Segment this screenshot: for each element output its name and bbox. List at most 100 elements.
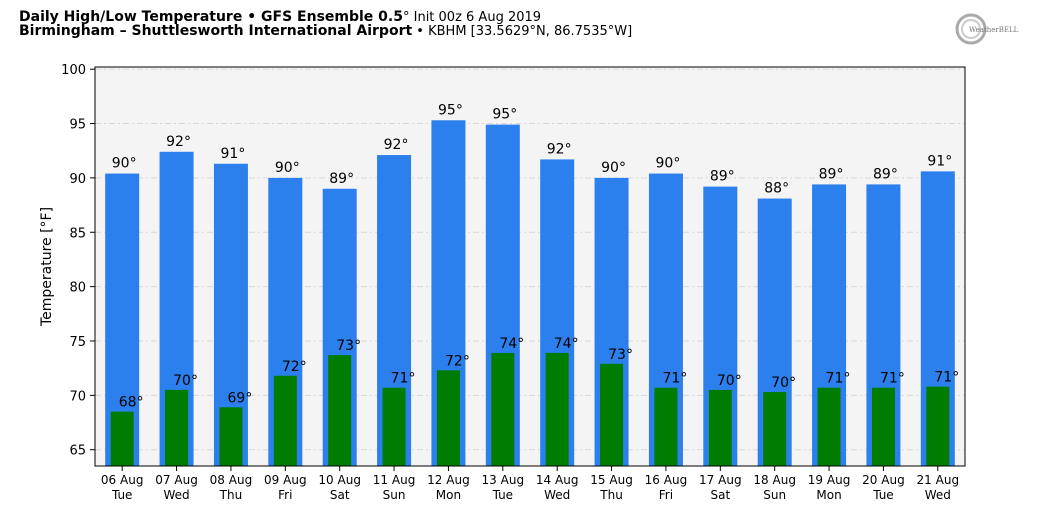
x-tick-label-date: 06 Aug bbox=[101, 473, 144, 487]
y-tick-label: 90 bbox=[69, 172, 86, 187]
high-label: 89° bbox=[329, 171, 354, 187]
low-bar bbox=[273, 375, 297, 466]
high-label: 90° bbox=[656, 156, 681, 172]
low-bar bbox=[763, 392, 787, 466]
svg-text:WeatherBELL: WeatherBELL bbox=[969, 26, 1019, 34]
x-tick-label-day: Thu bbox=[599, 488, 623, 502]
x-tick-label-day: Tue bbox=[492, 488, 514, 502]
x-tick-label-day: Mon bbox=[816, 488, 841, 502]
chart-subtitle: Birmingham – Shuttlesworth International… bbox=[19, 23, 632, 39]
low-label: 72° bbox=[282, 359, 307, 375]
low-bar bbox=[545, 352, 569, 466]
low-label: 74° bbox=[554, 336, 579, 352]
x-tick-label-date: 17 Aug bbox=[699, 473, 742, 487]
x-tick-label-day: Sat bbox=[710, 488, 730, 502]
high-label: 95° bbox=[492, 107, 517, 123]
low-bar bbox=[708, 389, 732, 466]
y-axis-label: Temperature [°F] bbox=[39, 207, 55, 327]
y-tick-label: 85 bbox=[69, 226, 86, 241]
weatherbell-logo: WeatherBELL bbox=[955, 13, 1019, 45]
x-tick-label-date: 21 Aug bbox=[917, 473, 960, 487]
x-tick-label-day: Sun bbox=[383, 488, 406, 502]
y-tick-label: 100 bbox=[61, 63, 86, 78]
low-label: 71° bbox=[826, 371, 851, 387]
x-tick-label-day: Wed bbox=[163, 488, 189, 502]
x-tick-label-date: 16 Aug bbox=[645, 473, 688, 487]
low-label: 71° bbox=[391, 371, 416, 387]
x-tick-label-date: 15 Aug bbox=[590, 473, 633, 487]
high-label: 92° bbox=[384, 137, 409, 153]
x-tick-label-day: Mon bbox=[436, 488, 461, 502]
low-label: 71° bbox=[663, 371, 688, 387]
x-tick-label-date: 13 Aug bbox=[482, 473, 525, 487]
high-label: 95° bbox=[438, 102, 463, 118]
low-label: 72° bbox=[445, 353, 470, 369]
chart-title: Daily High/Low Temperature • GFS Ensembl… bbox=[19, 9, 541, 25]
x-tick-label-day: Wed bbox=[544, 488, 570, 502]
low-bar bbox=[654, 387, 678, 466]
low-bar bbox=[110, 411, 134, 466]
title-init: ° Init 00z 6 Aug 2019 bbox=[402, 10, 542, 25]
x-tick-label-day: Sat bbox=[330, 488, 350, 502]
x-tick-label-date: 10 Aug bbox=[318, 473, 361, 487]
high-label: 92° bbox=[166, 134, 191, 150]
x-tick-label-date: 11 Aug bbox=[373, 473, 416, 487]
low-label: 73° bbox=[336, 338, 361, 354]
high-label: 88° bbox=[764, 181, 789, 197]
low-bar bbox=[165, 389, 189, 466]
y-tick-label: 75 bbox=[69, 335, 86, 350]
x-tick-label-day: Sun bbox=[763, 488, 786, 502]
low-bar bbox=[382, 387, 406, 466]
x-tick-label-day: Tue bbox=[111, 488, 133, 502]
y-tick-label: 70 bbox=[69, 389, 86, 404]
low-bar bbox=[817, 387, 841, 466]
x-tick-label-date: 07 Aug bbox=[155, 473, 198, 487]
x-tick-label-day: Tue bbox=[872, 488, 894, 502]
high-label: 91° bbox=[927, 153, 952, 169]
low-label: 70° bbox=[173, 373, 198, 389]
x-tick-label-date: 19 Aug bbox=[808, 473, 851, 487]
title-bold: Daily High/Low Temperature • GFS Ensembl… bbox=[19, 9, 403, 25]
subtitle-coords: • KBHM [33.5629°N, 86.7535°W] bbox=[412, 24, 633, 39]
low-bar bbox=[600, 363, 624, 466]
low-bar bbox=[328, 355, 352, 466]
low-bar bbox=[436, 370, 460, 466]
y-tick-label: 80 bbox=[69, 281, 86, 296]
high-label: 90° bbox=[601, 160, 626, 176]
low-label: 71° bbox=[880, 371, 905, 387]
low-bar bbox=[926, 386, 950, 466]
x-tick-label-date: 09 Aug bbox=[264, 473, 307, 487]
plot-frame bbox=[94, 66, 966, 467]
x-tick-label-day: Wed bbox=[925, 488, 951, 502]
x-tick-label-day: Fri bbox=[278, 488, 292, 502]
low-label: 70° bbox=[717, 373, 742, 389]
y-tick-label: 95 bbox=[69, 118, 86, 133]
x-tick-label-day: Fri bbox=[659, 488, 673, 502]
x-tick-label-date: 12 Aug bbox=[427, 473, 470, 487]
high-label: 90° bbox=[112, 156, 137, 172]
high-label: 91° bbox=[221, 146, 246, 162]
x-tick-label-date: 14 Aug bbox=[536, 473, 579, 487]
high-label: 89° bbox=[819, 166, 844, 182]
subtitle-station: Birmingham – Shuttlesworth International… bbox=[19, 23, 413, 39]
high-label: 90° bbox=[275, 160, 300, 176]
x-tick-label-date: 18 Aug bbox=[753, 473, 796, 487]
low-bar bbox=[491, 352, 515, 466]
low-bar bbox=[219, 407, 243, 466]
low-label: 70° bbox=[771, 375, 796, 391]
low-label: 74° bbox=[499, 336, 524, 352]
low-label: 68° bbox=[119, 395, 144, 411]
high-label: 89° bbox=[873, 166, 898, 182]
low-label: 69° bbox=[228, 390, 253, 406]
low-label: 71° bbox=[934, 370, 959, 386]
low-label: 73° bbox=[608, 347, 633, 363]
high-label: 92° bbox=[547, 141, 572, 157]
low-bar bbox=[871, 387, 895, 466]
x-tick-label-date: 20 Aug bbox=[862, 473, 905, 487]
y-tick-label: 65 bbox=[69, 444, 86, 459]
x-tick-label-date: 08 Aug bbox=[210, 473, 253, 487]
x-tick-label-day: Thu bbox=[219, 488, 243, 502]
high-label: 89° bbox=[710, 169, 735, 185]
